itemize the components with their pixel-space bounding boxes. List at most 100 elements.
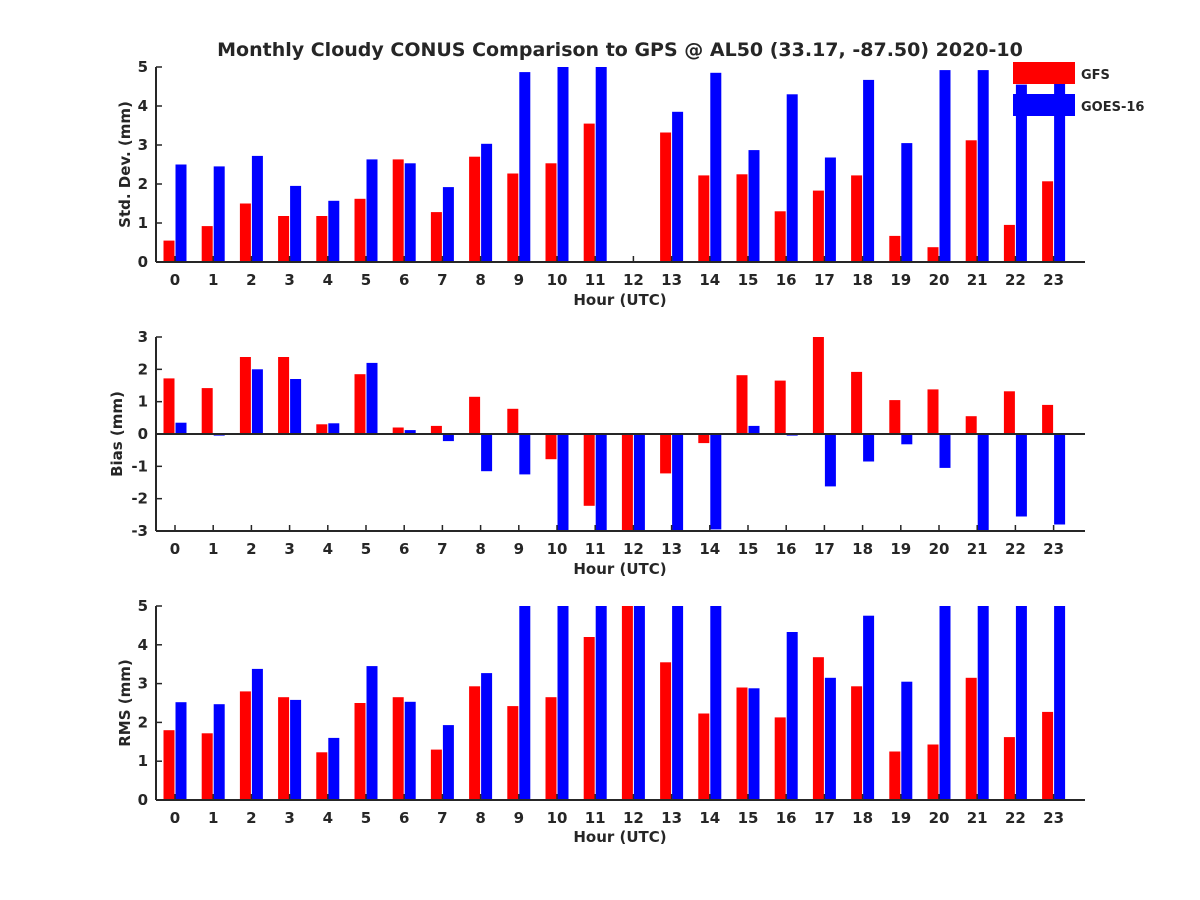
bar-goes16-hour-11 — [595, 434, 607, 531]
x-tick-label: 4 — [323, 809, 333, 827]
x-tick-label: 20 — [929, 271, 950, 289]
x-tick-label: 4 — [323, 271, 333, 289]
bar-gfs-hour-8 — [469, 396, 481, 434]
x-tick-label: 16 — [776, 271, 797, 289]
bar-goes16-hour-20 — [939, 606, 951, 800]
bar-goes16-hour-18 — [863, 79, 875, 263]
bar-goes16-hour-10 — [557, 606, 569, 800]
x-tick-label: 19 — [890, 809, 911, 827]
y-axis-label: RMS (mm) — [116, 659, 134, 746]
y-tick-label: 0 — [138, 253, 148, 271]
x-tick-label: 17 — [814, 809, 835, 827]
bar-gfs-hour-5 — [354, 374, 366, 434]
bar-gfs-hour-20 — [927, 389, 939, 434]
bar-gfs-hour-6 — [392, 159, 404, 262]
bar-goes16-hour-14 — [710, 72, 722, 262]
bar-gfs-hour-3 — [278, 697, 290, 800]
x-tick-label: 16 — [776, 540, 797, 558]
bar-goes16-hour-16 — [786, 94, 798, 262]
bar-gfs-hour-1 — [201, 388, 213, 434]
legend-swatch-gfs — [1013, 62, 1075, 84]
x-tick-label: 19 — [890, 271, 911, 289]
y-tick-label: 4 — [138, 97, 148, 115]
bar-gfs-hour-13 — [660, 434, 672, 474]
bar-gfs-hour-11 — [583, 123, 595, 262]
x-tick-label: 18 — [852, 540, 873, 558]
x-tick-label: 18 — [852, 809, 873, 827]
bar-goes16-hour-21 — [977, 70, 989, 262]
x-tick-label: 1 — [208, 809, 218, 827]
bar-goes16-hour-13 — [672, 434, 684, 531]
bar-gfs-hour-9 — [507, 706, 519, 800]
bar-goes16-hour-2 — [251, 155, 263, 262]
x-tick-label: 8 — [475, 809, 485, 827]
bar-gfs-hour-1 — [201, 733, 213, 800]
x-tick-label: 6 — [399, 271, 409, 289]
bar-goes16-hour-23 — [1054, 83, 1066, 263]
bar-gfs-hour-18 — [851, 371, 863, 434]
bar-goes16-hour-3 — [290, 699, 302, 800]
bar-gfs-hour-9 — [507, 408, 519, 434]
bar-gfs-hour-20 — [927, 247, 939, 262]
bar-goes16-hour-10 — [557, 434, 569, 531]
bar-gfs-hour-23 — [1042, 404, 1054, 434]
bar-goes16-hour-3 — [290, 185, 302, 262]
x-tick-label: 23 — [1043, 271, 1064, 289]
bar-goes16-hour-7 — [442, 725, 454, 800]
bar-gfs-hour-15 — [736, 174, 748, 263]
x-tick-label: 20 — [929, 540, 950, 558]
bar-goes16-hour-9 — [519, 606, 531, 800]
bar-gfs-hour-14 — [698, 175, 710, 262]
bar-goes16-hour-18 — [863, 434, 875, 462]
bar-goes16-hour-14 — [710, 606, 722, 800]
bar-goes16-hour-6 — [404, 430, 416, 434]
bar-goes16-hour-8 — [481, 143, 493, 262]
bar-gfs-hour-4 — [316, 424, 328, 434]
bar-goes16-hour-0 — [175, 164, 187, 262]
bar-gfs-hour-21 — [965, 677, 977, 800]
bar-gfs-hour-0 — [163, 730, 175, 800]
bar-gfs-hour-22 — [1003, 737, 1015, 800]
bar-gfs-hour-15 — [736, 375, 748, 434]
bar-goes16-hour-2 — [251, 369, 263, 434]
bar-goes16-hour-21 — [977, 434, 989, 531]
bar-goes16-hour-7 — [442, 187, 454, 262]
x-tick-label: 0 — [170, 271, 180, 289]
bar-gfs-hour-16 — [774, 380, 786, 434]
x-tick-label: 9 — [514, 540, 524, 558]
bar-gfs-hour-21 — [965, 140, 977, 262]
bar-goes16-hour-1 — [213, 166, 225, 262]
bar-gfs-hour-16 — [774, 717, 786, 800]
x-tick-label: 17 — [814, 271, 835, 289]
y-axis-label: Bias (mm) — [108, 391, 126, 477]
bar-goes16-hour-16 — [786, 632, 798, 800]
bar-goes16-hour-13 — [672, 606, 684, 800]
x-tick-label: 14 — [699, 540, 720, 558]
bar-gfs-hour-19 — [889, 235, 901, 262]
x-tick-label: 10 — [547, 271, 568, 289]
x-tick-label: 1 — [208, 540, 218, 558]
x-tick-label: 17 — [814, 540, 835, 558]
bar-goes16-hour-19 — [901, 143, 913, 262]
legend-label-goes16: GOES-16 — [1081, 100, 1144, 115]
bar-gfs-hour-13 — [660, 132, 672, 262]
bar-goes16-hour-13 — [672, 111, 684, 262]
bar-goes16-hour-4 — [328, 200, 340, 262]
bar-goes16-hour-6 — [404, 163, 416, 262]
bar-goes16-hour-6 — [404, 701, 416, 800]
bar-goes16-hour-7 — [442, 434, 454, 442]
bar-gfs-hour-20 — [927, 744, 939, 800]
y-tick-label: 3 — [138, 328, 148, 346]
y-tick-label: 3 — [138, 136, 148, 154]
x-tick-label: 3 — [284, 271, 294, 289]
bar-goes16-hour-12 — [633, 434, 645, 531]
bar-goes16-hour-21 — [977, 606, 989, 800]
bar-goes16-hour-2 — [251, 668, 263, 800]
bar-goes16-hour-22 — [1015, 606, 1027, 800]
x-tick-label: 10 — [547, 809, 568, 827]
bar-gfs-hour-13 — [660, 662, 672, 800]
x-tick-label: 8 — [475, 271, 485, 289]
